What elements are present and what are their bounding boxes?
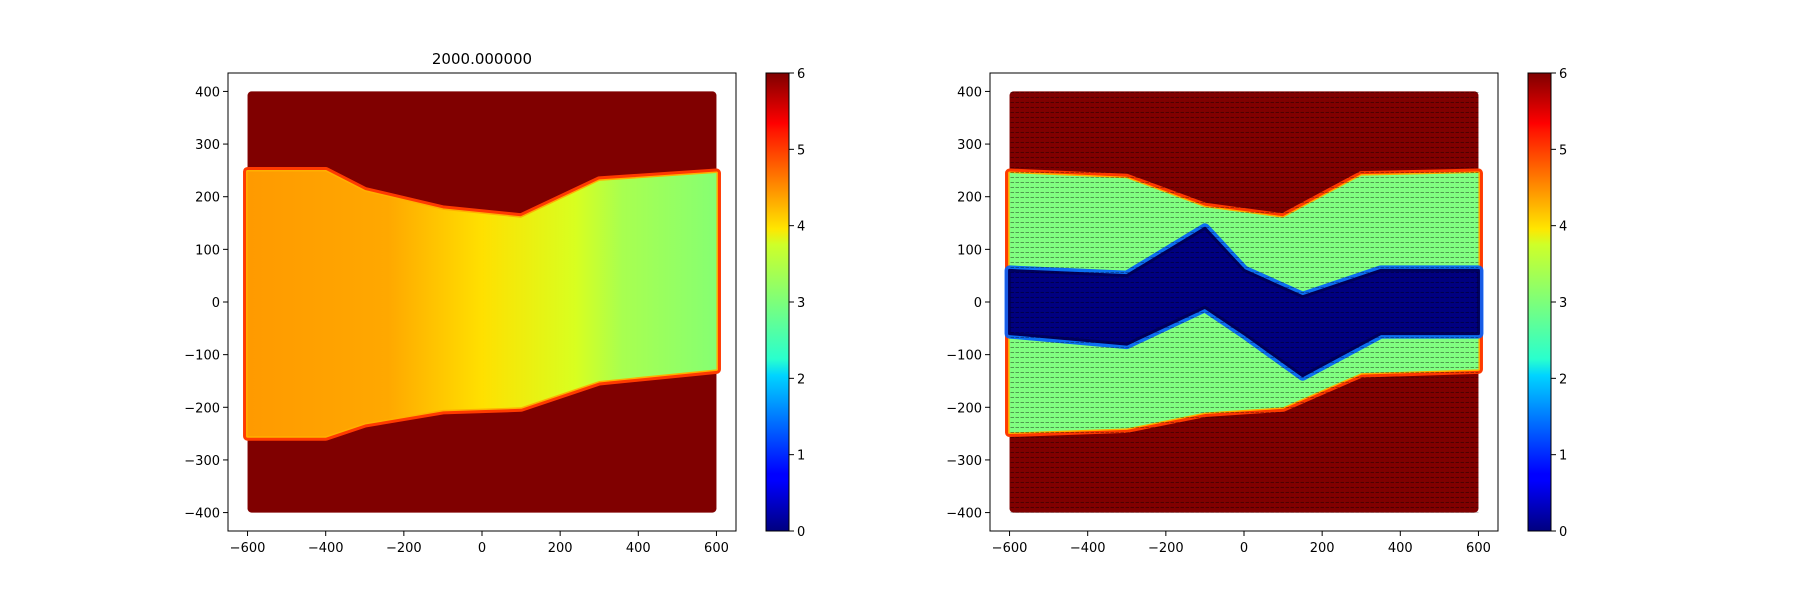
- x-tick-label: −200: [386, 541, 422, 556]
- colorbar-tick-label: 4: [1559, 220, 1567, 235]
- colorbar-tick-label: 1: [1559, 449, 1567, 464]
- y-tick-label: −300: [946, 454, 982, 469]
- x-tick-label: 600: [704, 541, 729, 556]
- x-tick-label: −600: [992, 541, 1028, 556]
- x-tick-label: 400: [626, 541, 651, 556]
- x-tick-label: 600: [1466, 541, 1491, 556]
- colorbar-tick-label: 2: [1559, 372, 1567, 387]
- y-tick-label: −400: [184, 507, 220, 522]
- heatmap-right: [1004, 91, 1484, 513]
- x-tick-label: −200: [1148, 541, 1184, 556]
- y-tick-label: −400: [946, 507, 982, 522]
- colorbar-tick-label: 1: [797, 449, 805, 464]
- chart-title-left: 2000.000000: [432, 50, 532, 68]
- x-tick-label: 400: [1388, 541, 1413, 556]
- colorbar-tick-label: 2: [797, 372, 805, 387]
- y-tick-label: 100: [195, 243, 220, 258]
- x-tick-label: −400: [308, 541, 344, 556]
- y-tick-label: 200: [195, 191, 220, 206]
- channel-flow: [247, 171, 717, 437]
- y-tick-label: 100: [957, 243, 982, 258]
- colorbar-tick-label: 6: [797, 67, 805, 82]
- panel-right: −600 −400 −200 0 200 400 600 −400−300−200−1000…: [946, 67, 1567, 556]
- y-tick-label: 400: [195, 85, 220, 100]
- x-tick-label: 0: [478, 541, 486, 556]
- x-tick-label: 200: [548, 541, 573, 556]
- y-axis-left: −400 −300 −200 −100 0 100 200 300 400: [184, 85, 228, 522]
- colorbar-tick-label: 5: [1559, 143, 1567, 158]
- x-axis-left: −600 −400 −200 0 200 400 600: [230, 531, 729, 556]
- heatmap-left: [243, 91, 721, 513]
- colorbar-tick-label: 3: [797, 296, 805, 311]
- y-tick-label: 300: [195, 138, 220, 153]
- x-tick-label: −400: [1070, 541, 1106, 556]
- y-axis-right: −400 −300 −200 −100 0 100 200 300 400: [946, 85, 990, 522]
- panel-left: −600 −400 −200 0 200 400 600 −400−300−200−1000…: [184, 50, 805, 556]
- x-tick-label: −600: [230, 541, 266, 556]
- colorbar-left: [765, 72, 790, 532]
- vector-field: [1009, 91, 1479, 513]
- colorbar-tick-label: 0: [797, 525, 805, 540]
- y-tick-label: −100: [184, 349, 220, 364]
- colorbar-tick-label: 0: [1559, 525, 1567, 540]
- y-tick-label: −200: [184, 401, 220, 416]
- y-tick-label: 0: [974, 296, 982, 311]
- y-tick-label: 0: [212, 296, 220, 311]
- colorbar-ticks-right: 0 1 2 3 4 5 6: [1551, 67, 1567, 540]
- x-axis-right: −600 −400 −200 0 200 400 600: [992, 531, 1491, 556]
- x-tick-label: 200: [1310, 541, 1335, 556]
- colorbar-right: [1527, 72, 1552, 532]
- colorbar-tick-label: 5: [797, 143, 805, 158]
- y-tick-label: −300: [184, 454, 220, 469]
- colorbar-ticks-left: 0 1 2 3 4 5 6: [789, 67, 805, 540]
- y-tick-label: 300: [957, 138, 982, 153]
- y-tick-label: −200: [946, 401, 982, 416]
- colorbar-tick-label: 4: [797, 220, 805, 235]
- y-tick-label: −100: [946, 349, 982, 364]
- y-tick-label: 200: [957, 191, 982, 206]
- x-tick-label: 0: [1240, 541, 1248, 556]
- colorbar-tick-label: 6: [1559, 67, 1567, 82]
- colorbar-tick-label: 3: [1559, 296, 1567, 311]
- y-tick-label: 400: [957, 85, 982, 100]
